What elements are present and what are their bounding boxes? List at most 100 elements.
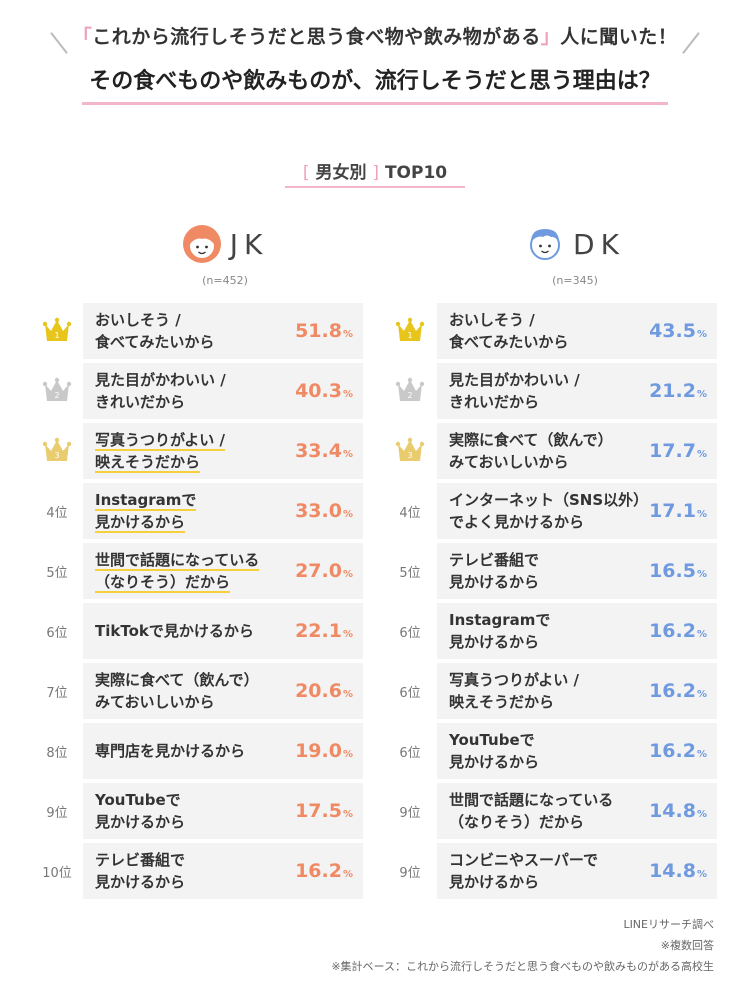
rank-label: 5位 (399, 565, 421, 581)
reason-line: YouTubeで (449, 731, 535, 749)
reason-line: 見かけるから (449, 573, 540, 591)
reason-line: 見かけるから (95, 813, 186, 831)
rank-label: 4位 (399, 505, 421, 521)
percent-value: 17.7% (649, 423, 707, 479)
ranking-box: おいしそう / 食べてみたいから 51.8% (83, 303, 363, 359)
percent-number: 16.5 (649, 560, 696, 582)
reason-line: きれいだから (95, 393, 186, 411)
reason-label: テレビ番組で 見かけるから (449, 543, 539, 599)
multiple-answer-note: ※複数回答 (660, 939, 714, 952)
section-heading: [ 男女別 ] TOP10 (0, 158, 750, 183)
reason-label: TikTokで見かけるから (95, 603, 254, 659)
percent-number: 19.0 (295, 740, 342, 762)
reason-label: 実際に食べて（飲んで） みておいしいから (95, 663, 259, 719)
percent-unit: % (696, 688, 707, 700)
reason-line: 見た目がかわいい / (449, 371, 580, 389)
percent-unit: % (342, 328, 353, 340)
subtitle-bracket-open: 「 (72, 26, 93, 48)
percent-number: 21.2 (649, 380, 696, 402)
ranking-box: テレビ番組で 見かけるから 16.5% (437, 543, 717, 599)
percent-number: 17.5 (295, 800, 342, 822)
source-note: LINEリサーチ調べ (623, 918, 714, 931)
reason-label: 写真うつりがよい / 映えそうだから (95, 423, 225, 479)
reason-line: テレビ番組で (449, 551, 540, 569)
crown-icon: 2 (33, 363, 81, 419)
reason-line: 見た目がかわいい / (95, 371, 226, 389)
percent-value: 27.0% (295, 543, 353, 599)
percent-number: 17.7 (649, 440, 696, 462)
crown-rank-3: 3 (395, 437, 425, 461)
percent-unit: % (342, 748, 353, 760)
svg-text:1: 1 (407, 331, 412, 340)
boy-avatar-icon (530, 229, 561, 260)
jk-sample-size: (n=452) (202, 274, 248, 287)
reason-line: 見かけるから (95, 513, 186, 533)
ranking-box: TikTokで見かけるから 22.1% (83, 603, 363, 659)
reason-label: YouTubeで 見かけるから (449, 723, 539, 779)
reason-label: 専門店を見かけるから (95, 723, 245, 779)
reason-label: おいしそう / 食べてみたいから (95, 303, 214, 359)
ranking-box: YouTubeで 見かけるから 16.2% (437, 723, 717, 779)
rank-label: 9位 (399, 805, 421, 821)
percent-value: 16.5% (649, 543, 707, 599)
dk-sample-size: (n=345) (552, 274, 598, 287)
percent-number: 16.2 (295, 860, 342, 882)
reason-line: （なりそう）だから (95, 573, 231, 593)
percent-number: 20.6 (295, 680, 342, 702)
percent-number: 43.5 (649, 320, 696, 342)
percent-unit: % (696, 808, 707, 820)
crown-rank-3: 3 (42, 437, 72, 461)
percent-number: 17.1 (649, 500, 696, 522)
percent-unit: % (342, 868, 353, 880)
percent-value: 33.0% (295, 483, 353, 539)
reason-label: 写真うつりがよい / 映えそうだから (449, 663, 579, 719)
crown-icon: 3 (386, 423, 434, 479)
reason-line: みておいしいから (449, 453, 569, 471)
reason-label: 実際に食べて（飲んで） みておいしいから (449, 423, 613, 479)
dk-name: DK (573, 227, 625, 261)
percent-number: 40.3 (295, 380, 342, 402)
reason-line: 世間で話題になっている (95, 551, 260, 571)
percent-number: 16.2 (649, 620, 696, 642)
percent-value: 21.2% (649, 363, 707, 419)
ranking-box: 写真うつりがよい / 映えそうだから 33.4% (83, 423, 363, 479)
rank-label: 6位 (46, 625, 68, 641)
reason-line: 専門店を見かけるから (95, 742, 246, 760)
rank-label: 6位 (399, 625, 421, 641)
rank-label: 5位 (46, 565, 68, 581)
rank-label: 4位 (46, 505, 68, 521)
reason-label: YouTubeで 見かけるから (95, 783, 185, 839)
subtitle-text: これから流行しそうだと思う食べ物や飲み物がある (92, 26, 541, 48)
rank-label: 9位 (399, 865, 421, 881)
reason-line: 写真うつりがよい / (449, 671, 579, 689)
rank-label: 6位 (399, 745, 421, 761)
reason-line: でよく見かけるから (449, 513, 585, 531)
percent-unit: % (342, 508, 353, 520)
title-underline (82, 102, 668, 105)
crown-icon: 2 (386, 363, 434, 419)
percent-value: 43.5% (649, 303, 707, 359)
percent-unit: % (342, 568, 353, 580)
ranking-box: Instagramで 見かけるから 16.2% (437, 603, 717, 659)
reason-line: Instagramで (449, 611, 551, 629)
percent-value: 40.3% (295, 363, 353, 419)
percent-number: 14.8 (649, 860, 696, 882)
ranking-box: 写真うつりがよい / 映えそうだから 16.2% (437, 663, 717, 719)
reason-line: 見かけるから (449, 753, 540, 771)
percent-value: 14.8% (649, 843, 707, 899)
section-suffix: TOP10 (384, 163, 448, 183)
reason-line: YouTubeで (95, 791, 181, 809)
reason-line: テレビ番組で (95, 851, 186, 869)
percent-number: 22.1 (295, 620, 342, 642)
percent-number: 33.4 (295, 440, 342, 462)
reason-line: みておいしいから (95, 693, 215, 711)
subtitle-bracket-close: 」 (540, 26, 561, 48)
ranking-box: YouTubeで 見かけるから 17.5% (83, 783, 363, 839)
reason-line: 映えそうだから (95, 453, 201, 473)
reason-line: 見かけるから (449, 873, 540, 891)
percent-value: 22.1% (295, 603, 353, 659)
reason-line: 実際に食べて（飲んで） (449, 431, 613, 449)
page-title: その食べものや飲みものが、流行しそうだと思う理由は？ (89, 69, 661, 94)
percent-value: 19.0% (295, 723, 353, 779)
reason-label: 見た目がかわいい / きれいだから (449, 363, 580, 419)
